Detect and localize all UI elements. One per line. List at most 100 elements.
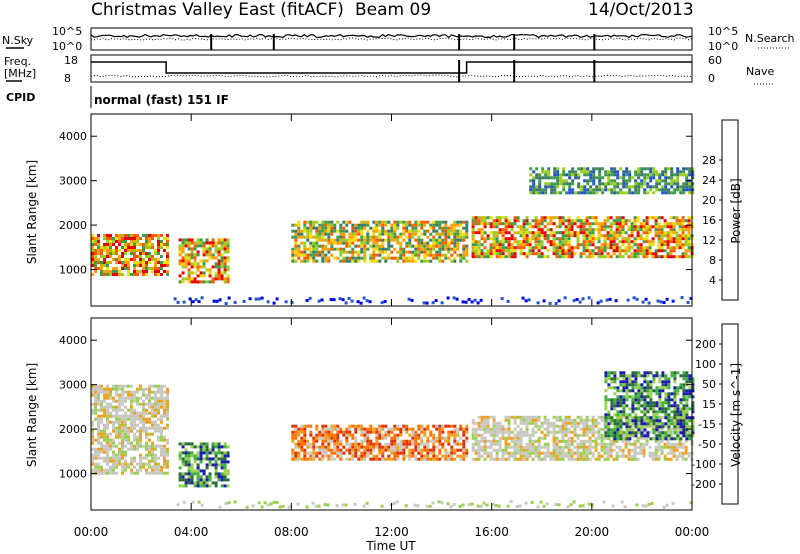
velocity-cell <box>199 475 203 479</box>
power-cell <box>205 250 209 254</box>
power-cell <box>178 262 182 266</box>
velocity-cell <box>444 439 448 443</box>
power-cell <box>393 220 397 224</box>
velocity-cell <box>549 457 553 461</box>
velocity-cell <box>685 428 689 432</box>
velocity-cell <box>414 439 418 443</box>
power-cell <box>438 250 442 254</box>
velocity-cell <box>688 395 692 399</box>
velocity-cell <box>450 433 454 437</box>
velocity-cell <box>507 415 511 419</box>
velocity-cell <box>130 423 133 427</box>
power-cell <box>522 234 526 238</box>
velocity-cell <box>477 415 481 419</box>
velocity-cell <box>498 421 502 425</box>
velocity-cell <box>324 439 328 443</box>
velocity-cell <box>471 433 475 437</box>
velocity-cell <box>178 451 182 455</box>
power-cell <box>594 252 598 256</box>
power-cell <box>621 219 625 223</box>
power-cell <box>543 225 547 229</box>
velocity-cell <box>300 436 304 440</box>
velocity-cell <box>181 472 185 476</box>
power-cell <box>181 280 185 284</box>
velocity-ground-cell <box>224 501 228 505</box>
velocity-cell <box>507 421 511 425</box>
velocity-cell <box>166 408 169 412</box>
velocity-cell <box>94 456 97 460</box>
power-cell <box>652 191 656 195</box>
velocity-cell <box>673 428 677 432</box>
velocity-cell <box>498 424 502 428</box>
power-cell <box>519 240 523 244</box>
power-cell <box>655 182 659 186</box>
power-ground-cell <box>266 300 270 304</box>
velocity-cell <box>118 435 121 439</box>
velocity-cell <box>507 433 511 437</box>
velocity-cell <box>570 424 574 428</box>
power-cell <box>661 173 665 177</box>
velocity-cell <box>130 459 133 463</box>
power-cell <box>528 225 532 229</box>
power-cell <box>217 268 221 272</box>
power-cell <box>585 255 589 259</box>
power-cell <box>480 252 484 256</box>
velocity-cell <box>154 429 157 433</box>
power-cell <box>553 173 557 177</box>
power-cell <box>480 216 484 220</box>
velocity-cell <box>411 439 415 443</box>
power-cell <box>115 270 118 273</box>
velocity-cell <box>528 436 532 440</box>
power-ground-cell <box>332 298 336 302</box>
velocity-cell <box>495 451 499 455</box>
velocity-cell <box>336 454 340 458</box>
power-cell <box>675 231 679 235</box>
velocity-cell <box>537 418 541 422</box>
power-cell <box>193 265 197 269</box>
velocity-ground-cell <box>227 501 231 505</box>
power-cell <box>354 226 358 230</box>
power-cell <box>205 259 209 263</box>
power-ground-cell <box>647 301 651 305</box>
power-cell <box>342 229 346 233</box>
power-cell <box>345 244 349 248</box>
velocity-cell <box>112 384 115 388</box>
power-cell <box>682 191 686 195</box>
velocity-cell <box>97 426 100 430</box>
velocity-cell <box>480 421 484 425</box>
velocity-cell <box>642 448 646 452</box>
velocity-ground-cell <box>485 503 489 507</box>
power-cell <box>393 232 397 236</box>
power-cell <box>597 222 601 226</box>
power-ground-cell <box>308 296 312 300</box>
velocity-cell <box>154 423 157 427</box>
velocity-cell <box>663 424 667 428</box>
power-cell <box>552 216 556 220</box>
velocity-cell <box>519 451 523 455</box>
velocity-cell <box>682 407 686 411</box>
power-cell <box>417 244 421 248</box>
power-cell <box>604 170 608 174</box>
power-cell <box>115 258 118 261</box>
velocity-cell <box>432 457 436 461</box>
velocity-cell <box>181 445 185 449</box>
velocity-cell <box>148 444 151 448</box>
velocity-cell <box>333 442 337 446</box>
velocity-cell <box>685 437 689 441</box>
velocity-cell <box>360 451 364 455</box>
power-cell <box>660 228 664 232</box>
velocity-cell <box>345 457 349 461</box>
power-ground-cell <box>227 296 231 300</box>
velocity-cell <box>540 451 544 455</box>
power-cell <box>589 170 593 174</box>
velocity-cell <box>124 399 127 403</box>
power-cell <box>504 219 508 223</box>
power-cell <box>444 253 448 257</box>
velocity-cell <box>151 411 154 415</box>
power-cell <box>636 228 640 232</box>
velocity-cell <box>540 436 544 440</box>
power-cell <box>321 244 325 248</box>
velocity-cell <box>205 463 209 467</box>
velocity-cell <box>459 448 463 452</box>
power-cell <box>582 222 586 226</box>
